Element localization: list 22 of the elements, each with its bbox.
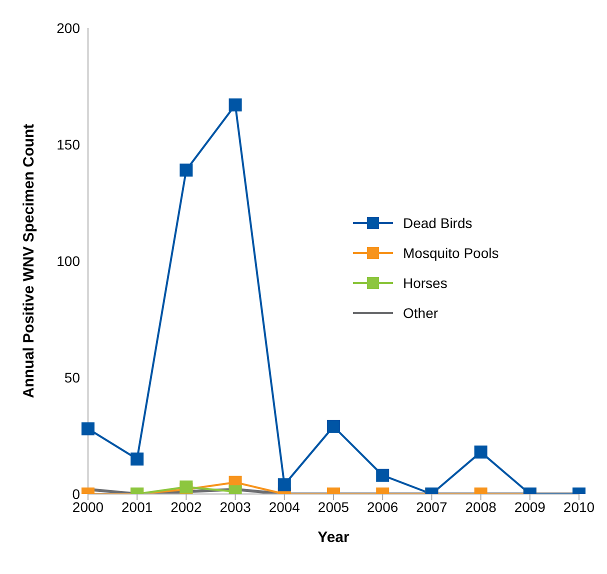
x-tick-label: 2004 <box>268 498 300 515</box>
legend-label: Horses <box>403 275 448 291</box>
x-tick-label: 2008 <box>465 498 497 515</box>
point <box>180 164 193 177</box>
y-axis-title: Annual Positive WNV Specimen Count <box>20 124 38 398</box>
y-tick-label: 200 <box>56 20 80 36</box>
legend-label: Mosquito Pools <box>403 245 499 261</box>
y-tick-label: 50 <box>64 369 80 386</box>
y-tick-label: 100 <box>56 252 80 269</box>
x-tick-label: 2007 <box>416 498 448 515</box>
x-tick-label: 2006 <box>367 498 398 515</box>
y-tick-label: 150 <box>56 136 80 152</box>
x-tick-label: 2003 <box>220 498 252 515</box>
x-axis-title: Year <box>318 529 350 546</box>
x-tick-label: 2002 <box>170 498 202 515</box>
point <box>228 98 242 112</box>
legend-label: Dead Birds <box>403 215 472 231</box>
x-tick-label: 2009 <box>514 498 546 515</box>
x-tick-label: 2005 <box>318 498 350 515</box>
x-tick-label: 2010 <box>563 498 595 515</box>
x-tick-label: 2001 <box>122 498 153 515</box>
legend-label: Other <box>403 305 438 321</box>
